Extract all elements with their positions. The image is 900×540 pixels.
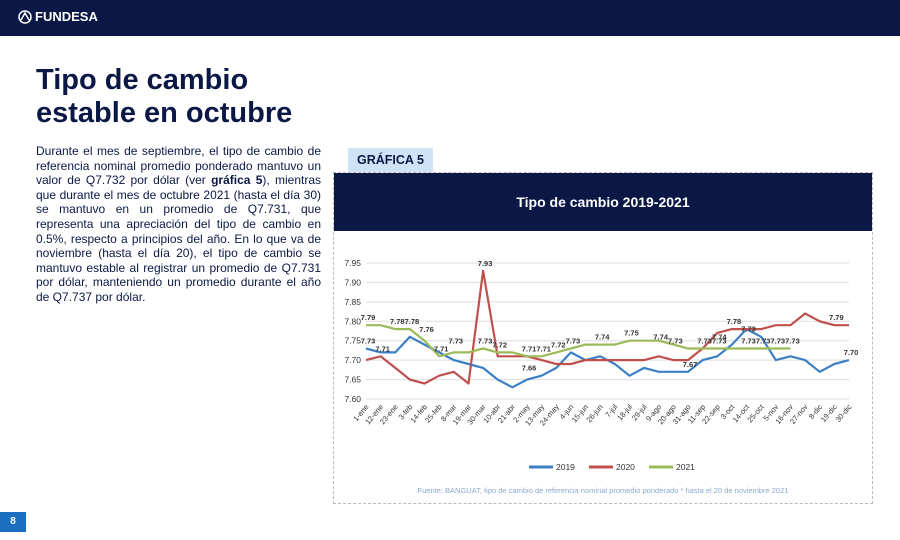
text: Durante el mes de septiembre, el tipo de… <box>36 144 321 188</box>
data-label: 7.67 <box>683 360 698 369</box>
y-tick-label: 7.85 <box>344 297 361 307</box>
data-label: 7.74 <box>595 333 610 342</box>
legend-label: 2020 <box>616 462 635 472</box>
y-tick-label: 7.60 <box>344 394 361 404</box>
page-title: Tipo de cambio estable en octubre <box>36 64 292 130</box>
x-tick-label: 30-dic <box>834 402 854 424</box>
title-line: Tipo de cambio <box>36 64 249 96</box>
data-label: 7.73 <box>478 336 493 345</box>
logo-icon <box>18 9 32 24</box>
data-label: 7.79 <box>361 313 376 322</box>
y-tick-label: 7.70 <box>344 355 361 365</box>
data-label: 7.75 <box>624 329 639 338</box>
data-label: 7.73 <box>712 336 727 345</box>
data-label: 7.71 <box>522 344 537 353</box>
y-tick-label: 7.95 <box>344 258 361 268</box>
data-label: 7.71 <box>434 344 449 353</box>
data-label: 7.73 <box>697 336 712 345</box>
title-line: estable en octubre <box>36 97 293 129</box>
data-label: 7.73 <box>361 336 376 345</box>
data-label: 7.76 <box>419 325 434 334</box>
source: Fuente: BANGUAT, tipo de cambio de refer… <box>418 486 789 495</box>
data-label: 7.72 <box>551 340 566 349</box>
y-tick-label: 7.80 <box>344 316 361 326</box>
data-label: 7.71 <box>375 344 390 353</box>
data-label: 7.78 <box>405 317 420 326</box>
data-label: 7.79 <box>829 313 844 322</box>
data-label: 7.70 <box>844 348 859 357</box>
logo: FUNDESA <box>18 9 98 24</box>
data-label: 7.73 <box>668 336 683 345</box>
page-number: 8 <box>0 512 26 532</box>
data-label: 7.74 <box>712 333 727 342</box>
chart-title: Tipo de cambio 2019-2021 <box>516 194 689 210</box>
x-tick-label: 25-oct <box>745 402 766 424</box>
line-series <box>366 324 791 358</box>
logo-text: FUNDESA <box>35 9 98 24</box>
chart-box: Tipo de cambio 2019-2021 7.60 7.65 7.70 7.7… <box>333 172 873 504</box>
data-label: 7.73 <box>785 336 800 345</box>
data-label: 7.78 <box>727 317 742 326</box>
bold-text: gráfica 5 <box>211 173 263 188</box>
data-label: 7.73 <box>741 336 756 345</box>
data-label: 7.66 <box>522 364 537 373</box>
legend-label: 2021 <box>676 462 695 472</box>
data-label: 7.93 <box>478 259 493 268</box>
data-label: 7.73 <box>771 336 786 345</box>
data-label: 7.73 <box>741 324 756 333</box>
text: ), mientras que durante el mes de octubr… <box>36 173 322 304</box>
line-series <box>365 269 849 385</box>
data-label: 7.71 <box>536 344 551 353</box>
y-tick-label: 7.65 <box>344 375 361 385</box>
data-label: 7.72 <box>492 340 507 349</box>
data-label: 7.73 <box>449 336 464 345</box>
header-bar: FUNDESA <box>0 0 900 36</box>
x-tick-label: 18-jul <box>615 402 634 422</box>
data-label: 7.73 <box>566 336 581 345</box>
x-tick-label: 25-feb <box>423 403 444 425</box>
chart-tab: GRÁFICA 5 <box>348 148 433 172</box>
data-label: 7.74 <box>653 333 668 342</box>
y-tick-label: 7.75 <box>344 336 361 346</box>
paragraph: Durante el mes de septiembre, el tipo de… <box>36 144 321 305</box>
data-label: 7.73 <box>756 336 771 345</box>
y-tick-label: 7.90 <box>344 277 361 287</box>
legend-label: 2019 <box>556 462 575 472</box>
data-label: 7.78 <box>390 317 405 326</box>
chart: Tipo de cambio 2019-2021 7.60 7.65 7.70 7.7… <box>334 173 872 495</box>
chart-header <box>334 173 872 231</box>
x-tick-label: 26-jun <box>584 403 604 425</box>
